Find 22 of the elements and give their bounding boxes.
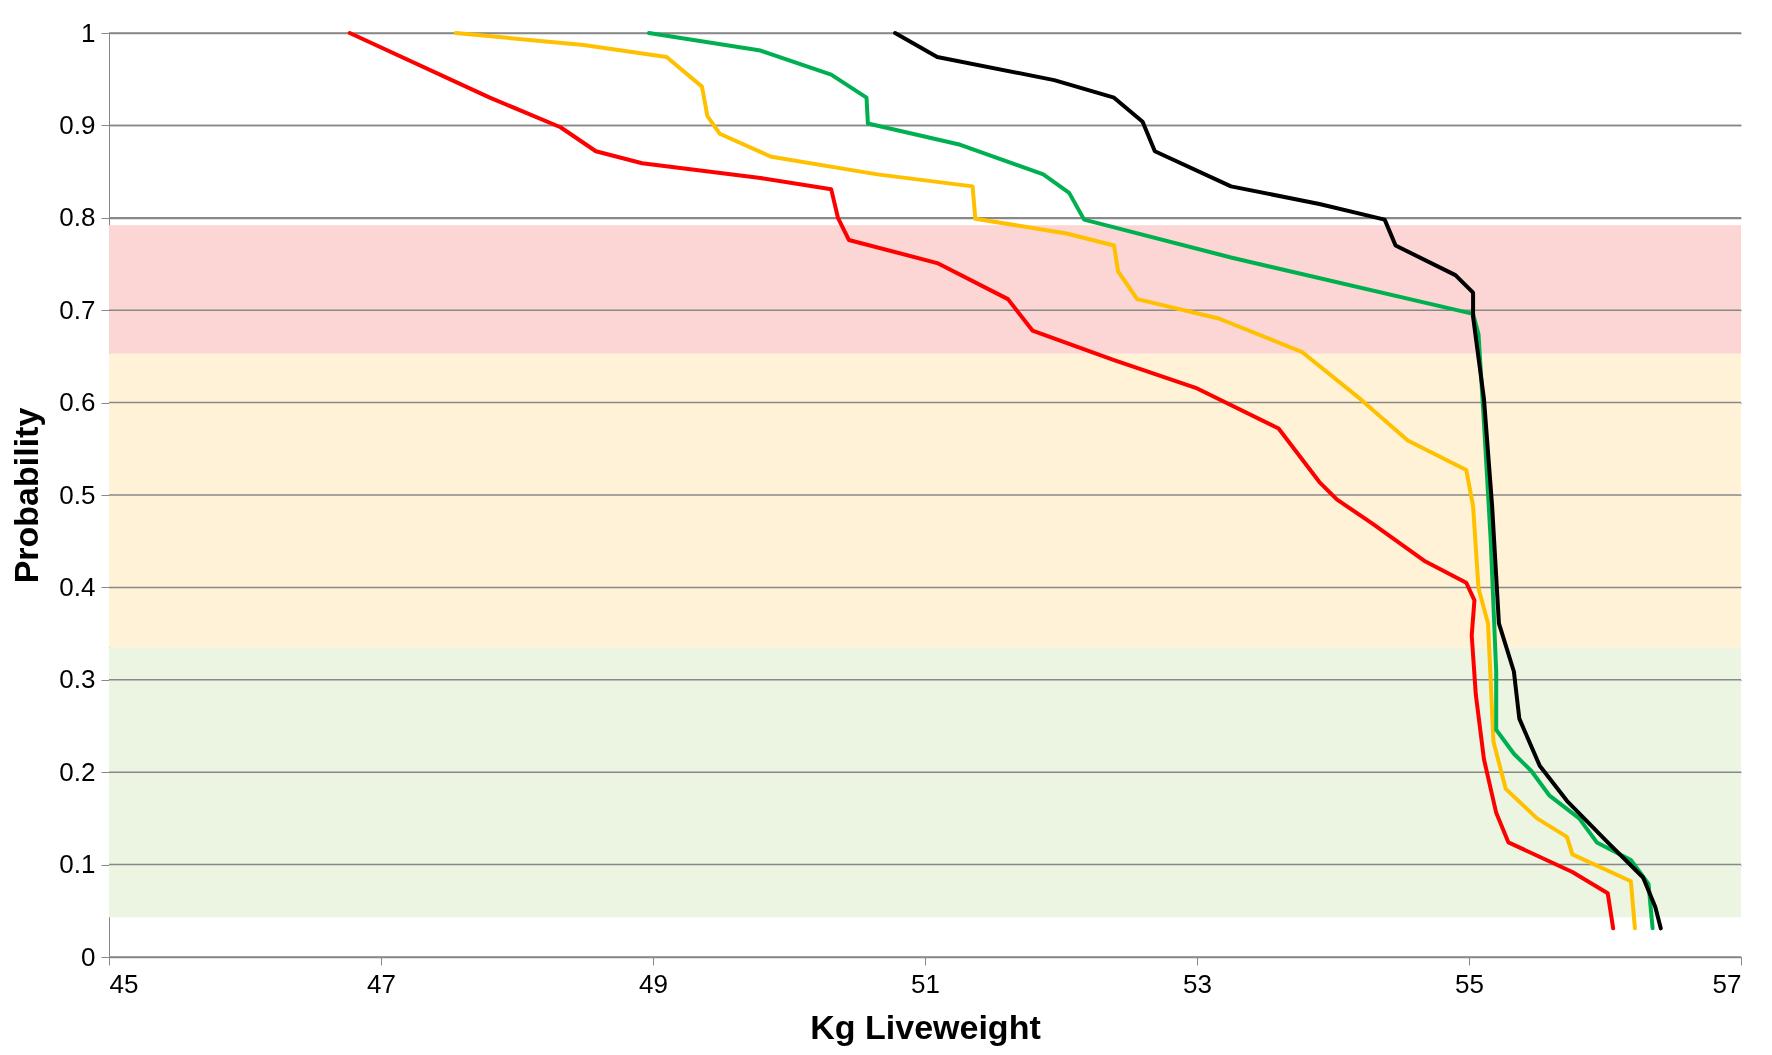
x-tick-label: 57 bbox=[1712, 968, 1742, 999]
x-tick-label: 49 bbox=[639, 968, 668, 999]
line-series bbox=[646, 31, 1655, 931]
y-tick-label: 0.5 bbox=[59, 479, 96, 510]
line-series bbox=[893, 31, 1663, 931]
x-tick-label: 53 bbox=[1183, 968, 1212, 999]
y-tick-label: 0.9 bbox=[59, 109, 96, 140]
x-axis-title: Kg Liveweight bbox=[810, 1007, 1041, 1046]
y-tick-label: 0.2 bbox=[59, 756, 96, 787]
x-tick-label: 55 bbox=[1455, 968, 1484, 999]
y-axis-title: Probability bbox=[7, 407, 46, 584]
y-tick-label: 1 bbox=[81, 17, 96, 48]
x-tick-label: 47 bbox=[367, 968, 396, 999]
y-tick-label: 0.7 bbox=[59, 294, 96, 325]
x-tick-label: 51 bbox=[911, 968, 940, 999]
y-tick-label: 0.6 bbox=[59, 387, 96, 418]
y-tick-label: 0.4 bbox=[59, 571, 96, 602]
y-tick-label: 0.3 bbox=[59, 664, 96, 695]
y-tick-label: 0.1 bbox=[59, 849, 96, 880]
y-tick-label: 0 bbox=[81, 941, 96, 972]
y-tick-label: 0.8 bbox=[59, 202, 96, 233]
x-tick-label: 45 bbox=[109, 968, 139, 999]
